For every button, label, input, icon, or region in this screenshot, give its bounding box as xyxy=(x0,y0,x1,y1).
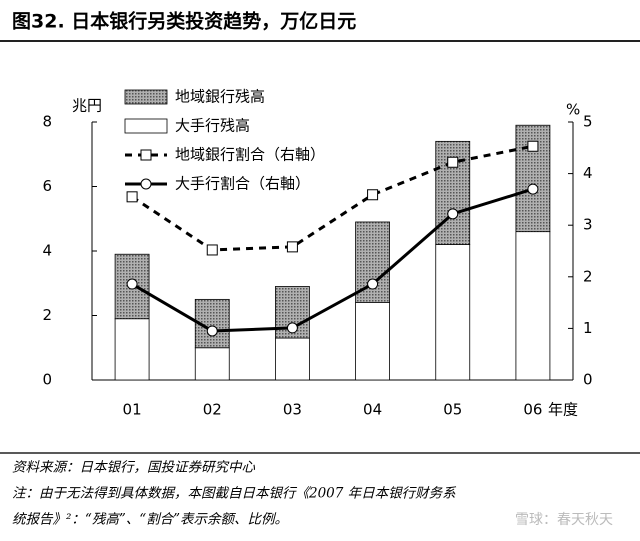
marker xyxy=(367,189,379,201)
x-tick-label: 03 xyxy=(283,401,302,419)
x-axis-label: 年度 xyxy=(548,401,578,419)
marker xyxy=(527,140,539,152)
note: 注：由于无法得到具体数据，本图截自日本银行《2007 年日本银行财务系 xyxy=(12,486,457,502)
bar xyxy=(194,347,230,381)
marker xyxy=(527,183,539,195)
y-tick-label: 8 xyxy=(42,113,52,131)
marker xyxy=(206,325,218,337)
legend-label: 大手行割合（右軸） xyxy=(175,175,310,193)
bar xyxy=(355,302,390,381)
marker xyxy=(286,322,298,334)
marker xyxy=(447,156,459,168)
y2-tick-label: 2 xyxy=(583,267,593,285)
chart-title: 图32. 日本银行另类投资趋势，万亿日元 xyxy=(12,10,356,33)
legend-swatch xyxy=(124,118,168,134)
y-tick-label: 4 xyxy=(42,242,52,260)
marker xyxy=(126,278,138,290)
bar xyxy=(114,318,150,381)
legend-label: 大手行残高 xyxy=(175,117,250,135)
x-tick-label: 02 xyxy=(203,401,222,419)
note: 统报告》²：“残高”、“割合”表示余额、比例。 xyxy=(12,512,288,528)
legend-marker xyxy=(140,178,152,190)
y2-tick-label: 0 xyxy=(583,371,593,389)
y-axis-label: 兆円 xyxy=(72,97,102,115)
marker xyxy=(126,191,138,203)
bar xyxy=(275,337,310,381)
marker xyxy=(367,278,379,290)
y2-tick-label: 4 xyxy=(583,164,593,182)
marker xyxy=(286,241,298,253)
bar xyxy=(515,231,551,381)
y2-tick-label: 5 xyxy=(583,113,593,131)
legend-label: 地域銀行残高 xyxy=(175,88,265,106)
x-tick-label: 01 xyxy=(123,401,142,419)
legend-marker xyxy=(140,149,152,161)
marker xyxy=(206,244,218,256)
watermark: 雪球：春天秋天 xyxy=(515,512,613,528)
line xyxy=(131,187,534,333)
legend-label: 地域銀行割合（右軸） xyxy=(175,146,325,164)
y2-tick-label: 1 xyxy=(583,319,593,337)
legend-swatch xyxy=(124,89,168,105)
marker xyxy=(447,208,459,220)
y-tick-label: 0 xyxy=(42,371,52,389)
y-tick-label: 2 xyxy=(42,306,52,324)
line xyxy=(131,144,534,252)
x-tick-label: 06 xyxy=(523,401,542,419)
source: 资料来源：日本银行，国投证券研究中心 xyxy=(12,460,255,476)
y-tick-label: 6 xyxy=(42,177,52,195)
x-tick-label: 04 xyxy=(363,401,382,419)
x-tick-label: 05 xyxy=(443,401,462,419)
y2-axis-label: % xyxy=(566,101,580,119)
bar xyxy=(435,244,471,381)
y2-tick-label: 3 xyxy=(583,216,593,234)
